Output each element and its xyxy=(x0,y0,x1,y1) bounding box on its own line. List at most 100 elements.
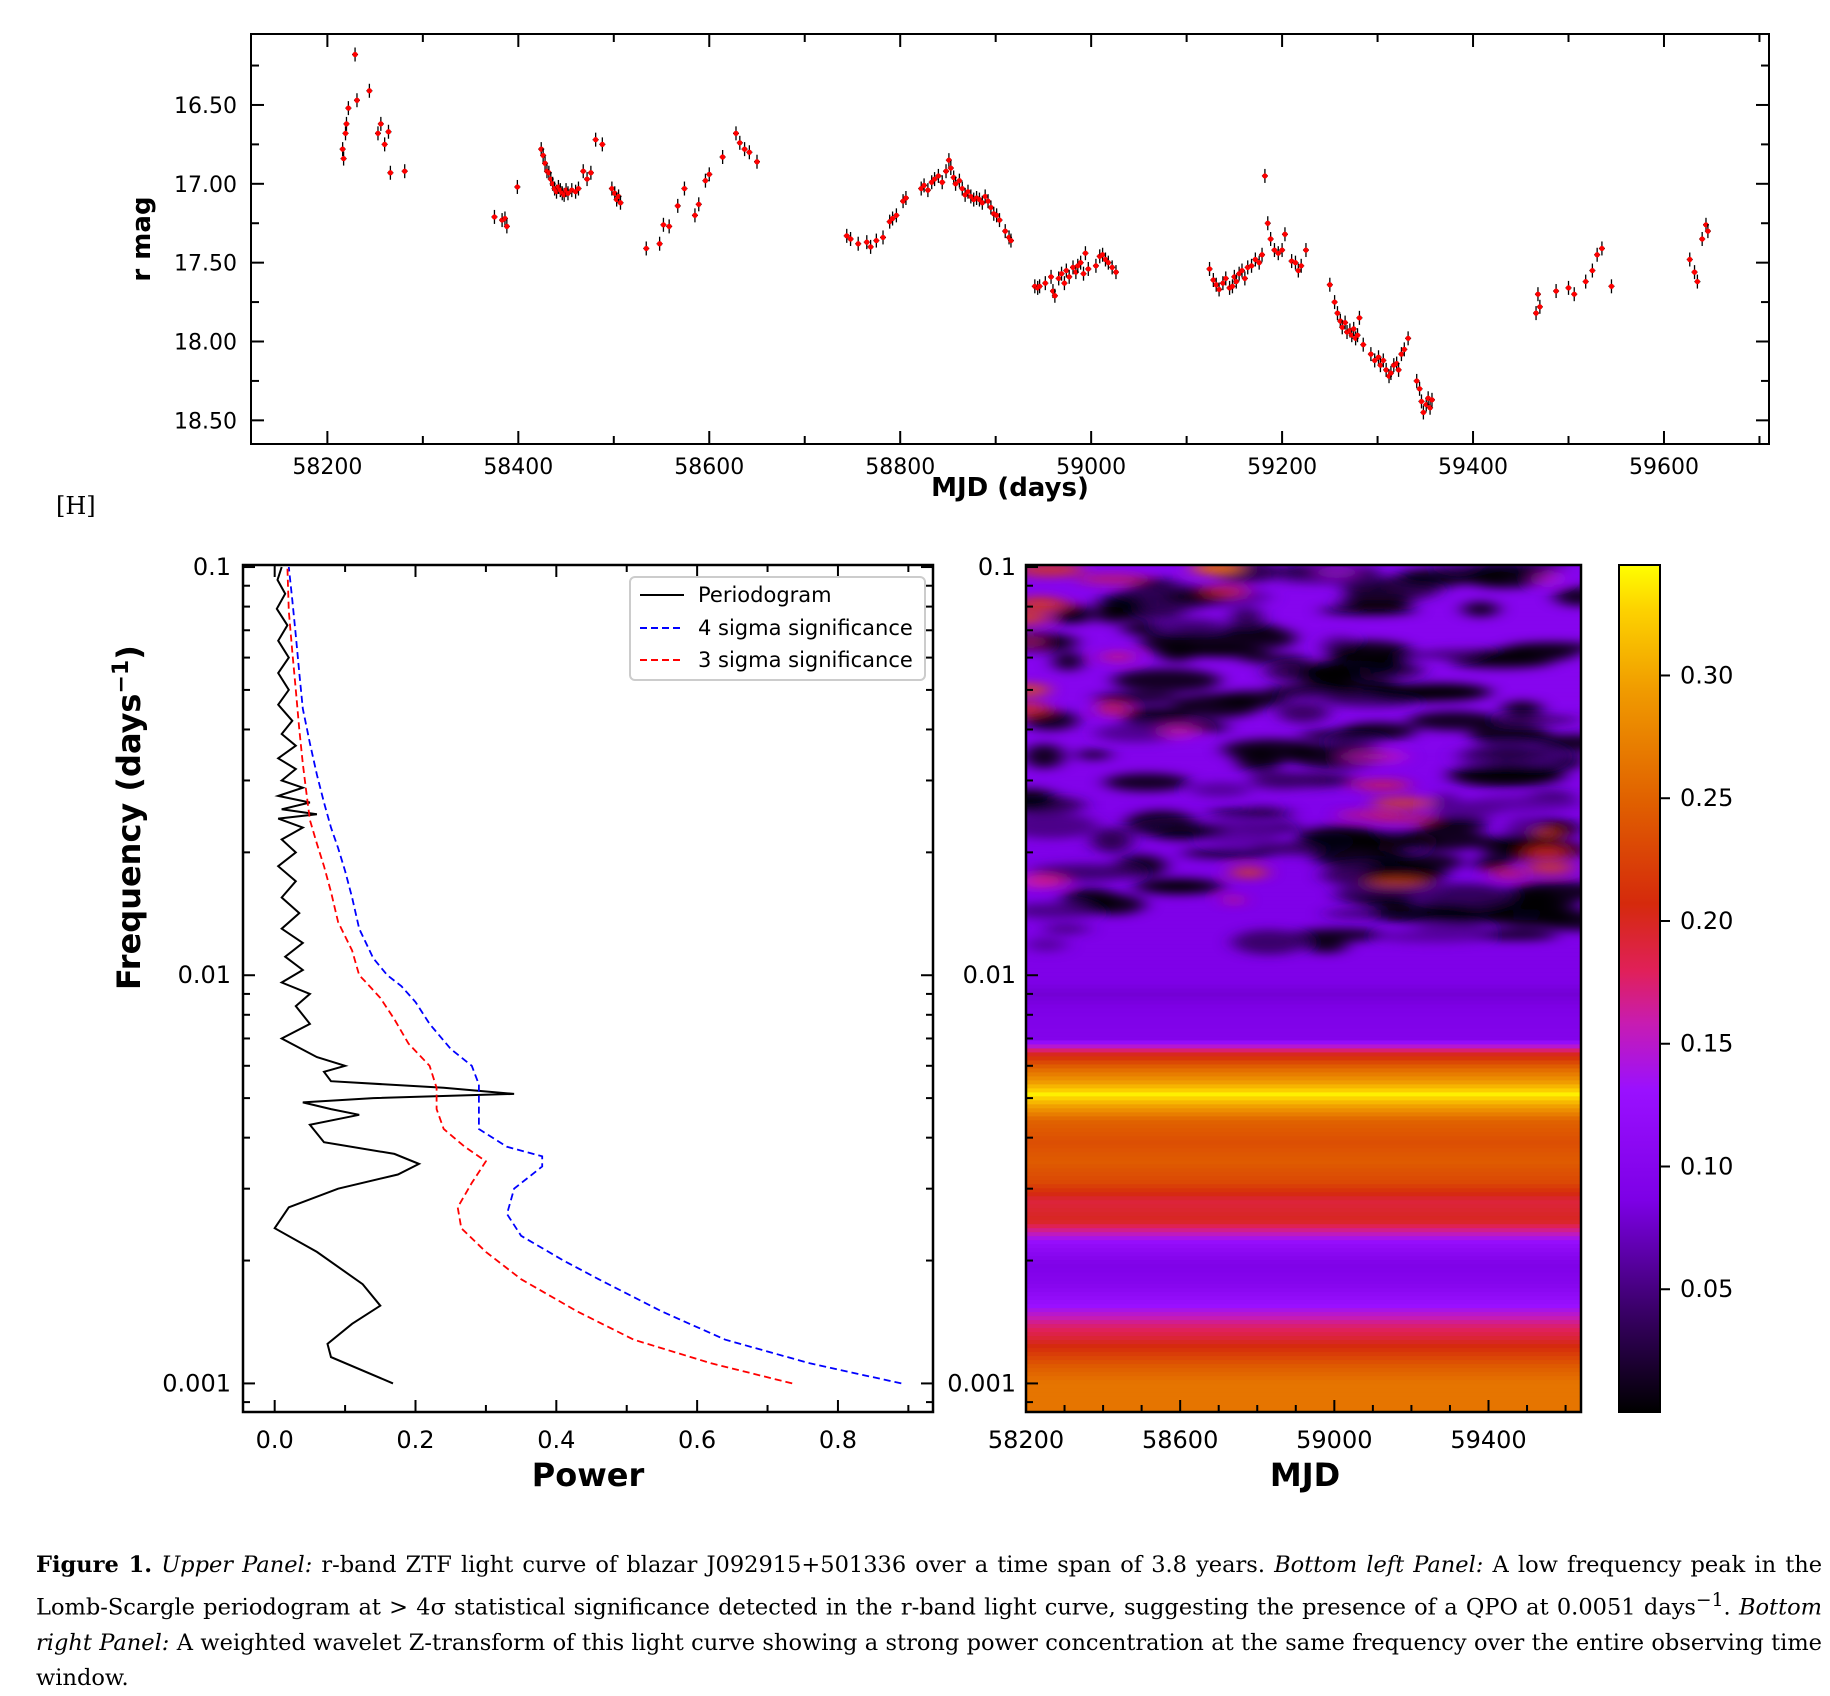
wavelet-row xyxy=(1026,612,1581,618)
light-curve-point xyxy=(1063,263,1070,278)
wavelet-row xyxy=(1026,1348,1581,1353)
light-curve-point xyxy=(867,239,874,254)
light-curve-point xyxy=(1281,227,1288,242)
wavelet-row xyxy=(1026,900,1581,906)
light-curve-point xyxy=(1331,295,1338,310)
light-curve-point xyxy=(889,211,896,226)
light-curve-point xyxy=(1383,362,1390,377)
light-curve-point xyxy=(1350,321,1357,336)
periodogram-ytick-label: 0.01 xyxy=(178,961,231,989)
wavelet-row xyxy=(1026,904,1581,910)
wavelet-row xyxy=(1026,792,1581,798)
light-curve-point xyxy=(681,181,688,196)
light-curve-point xyxy=(873,233,880,248)
wavelet-row xyxy=(1026,1144,1581,1149)
wavelet-row xyxy=(1026,652,1581,658)
wavelet-row xyxy=(1026,1172,1581,1177)
wavelet-texture-blob xyxy=(1344,587,1414,598)
wavelet-row xyxy=(1026,968,1581,974)
wavelet-row xyxy=(1026,1332,1581,1337)
light-curve-xtick-label: 59000 xyxy=(1056,455,1126,480)
periodogram-frame xyxy=(241,563,935,1414)
wavelet-texture-blob xyxy=(1296,825,1386,851)
wavelet-row xyxy=(1026,1408,1581,1412)
wavelet-row xyxy=(1026,1200,1581,1205)
light-curve-point xyxy=(1085,261,1092,276)
legend-box xyxy=(629,576,926,681)
wavelet-texture-blob xyxy=(1351,892,1416,907)
wavelet-texture-streak xyxy=(1490,870,1528,878)
wavelet-row xyxy=(1026,1376,1581,1381)
wavelet-texture-blob xyxy=(1408,711,1499,731)
wavelet-row xyxy=(1026,1112,1581,1117)
wavelet-texture-blob xyxy=(1305,936,1348,954)
light-curve-point xyxy=(503,219,510,234)
wavelet-texture-streak xyxy=(1353,780,1411,790)
wavelet-texture-blob xyxy=(1370,903,1481,924)
light-curve-point xyxy=(674,198,681,213)
periodogram-xtick-label: 0.2 xyxy=(396,1426,434,1454)
wavelet-texture-blob xyxy=(1319,605,1418,616)
legend-entry-4sigma: 4 sigma significance xyxy=(698,616,913,640)
light-curve-point xyxy=(1229,279,1236,294)
light-curve-ticks: 58200 58400 58600 58800 59000 59200 59400 59600… xyxy=(174,34,1769,480)
wavelet-row xyxy=(1026,1064,1581,1070)
light-curve-point xyxy=(660,217,667,232)
wavelet-texture-blob xyxy=(1395,568,1473,588)
wavelet-row xyxy=(1026,588,1581,594)
light-curve-point xyxy=(855,236,862,251)
light-curve-point xyxy=(1061,276,1068,291)
wavelet-row xyxy=(1026,872,1581,878)
light-curve-point xyxy=(1082,246,1089,261)
wavelet-row xyxy=(1026,592,1581,598)
light-curve-point xyxy=(702,173,709,188)
wavelet-ticks: 58200 58600 59000 59400 0.1 0.01 0.001 xyxy=(947,553,1567,1454)
wavelet-row xyxy=(1026,1180,1581,1185)
figure: 58200 58400 58600 58800 59000 59200 59400 59600… xyxy=(109,33,1770,1494)
wavelet-row xyxy=(1026,992,1581,998)
light-curve-point xyxy=(1105,255,1112,270)
wavelet-row xyxy=(1026,636,1581,642)
light-curve-point xyxy=(1256,255,1263,270)
light-curve-point xyxy=(1080,266,1087,281)
light-curve-point xyxy=(1261,168,1268,183)
light-curve-point xyxy=(1342,315,1349,330)
wavelet-texture-blob xyxy=(1214,690,1290,708)
float-placement-marker: [H] xyxy=(56,492,96,520)
wavelet-row xyxy=(1026,1404,1581,1409)
wavelet-row xyxy=(1026,624,1581,630)
light-curve-point xyxy=(1271,243,1278,258)
light-curve-point xyxy=(1582,274,1589,289)
wavelet-row xyxy=(1026,1140,1581,1145)
light-curve-point xyxy=(1699,232,1706,246)
wavelet-texture-blob xyxy=(1502,700,1543,718)
light-curve-point xyxy=(1387,366,1394,381)
light-curve-point xyxy=(1608,279,1615,294)
wavelet-texture-streak xyxy=(1077,575,1146,583)
wavelet-row xyxy=(1026,1308,1581,1313)
wavelet-texture-blob xyxy=(1230,606,1263,628)
light-curve-point xyxy=(1241,271,1248,286)
periodogram-xtick-label: 0.0 xyxy=(256,1426,294,1454)
wavelet-texture-streak xyxy=(1026,599,1070,608)
periodogram-xtick-label: 0.4 xyxy=(537,1426,575,1454)
wavelet-xtick-label: 58600 xyxy=(1142,1426,1218,1454)
wavelet-row xyxy=(1026,1048,1581,1054)
light-curve-point xyxy=(1279,243,1286,258)
light-curve-point xyxy=(947,161,954,176)
light-curve-point xyxy=(1109,260,1116,275)
wavelet-texture-streak xyxy=(1201,586,1248,598)
periodogram-xlabel: Power xyxy=(532,1456,645,1494)
wavelet-texture-blob xyxy=(1422,815,1489,831)
wavelet-row xyxy=(1026,1388,1581,1393)
wavelet-row xyxy=(1026,816,1581,822)
wavelet-row xyxy=(1026,884,1581,890)
wavelet-row xyxy=(1026,1188,1581,1193)
wavelet-row xyxy=(1026,1304,1581,1309)
wavelet-row xyxy=(1026,860,1581,866)
wavelet-texture-blob xyxy=(1477,929,1558,941)
light-curve-point xyxy=(1367,347,1374,362)
wavelet-row xyxy=(1026,1288,1581,1293)
wavelet-texture-blob xyxy=(1026,788,1058,811)
wavelet-texture-blob xyxy=(1053,651,1084,671)
